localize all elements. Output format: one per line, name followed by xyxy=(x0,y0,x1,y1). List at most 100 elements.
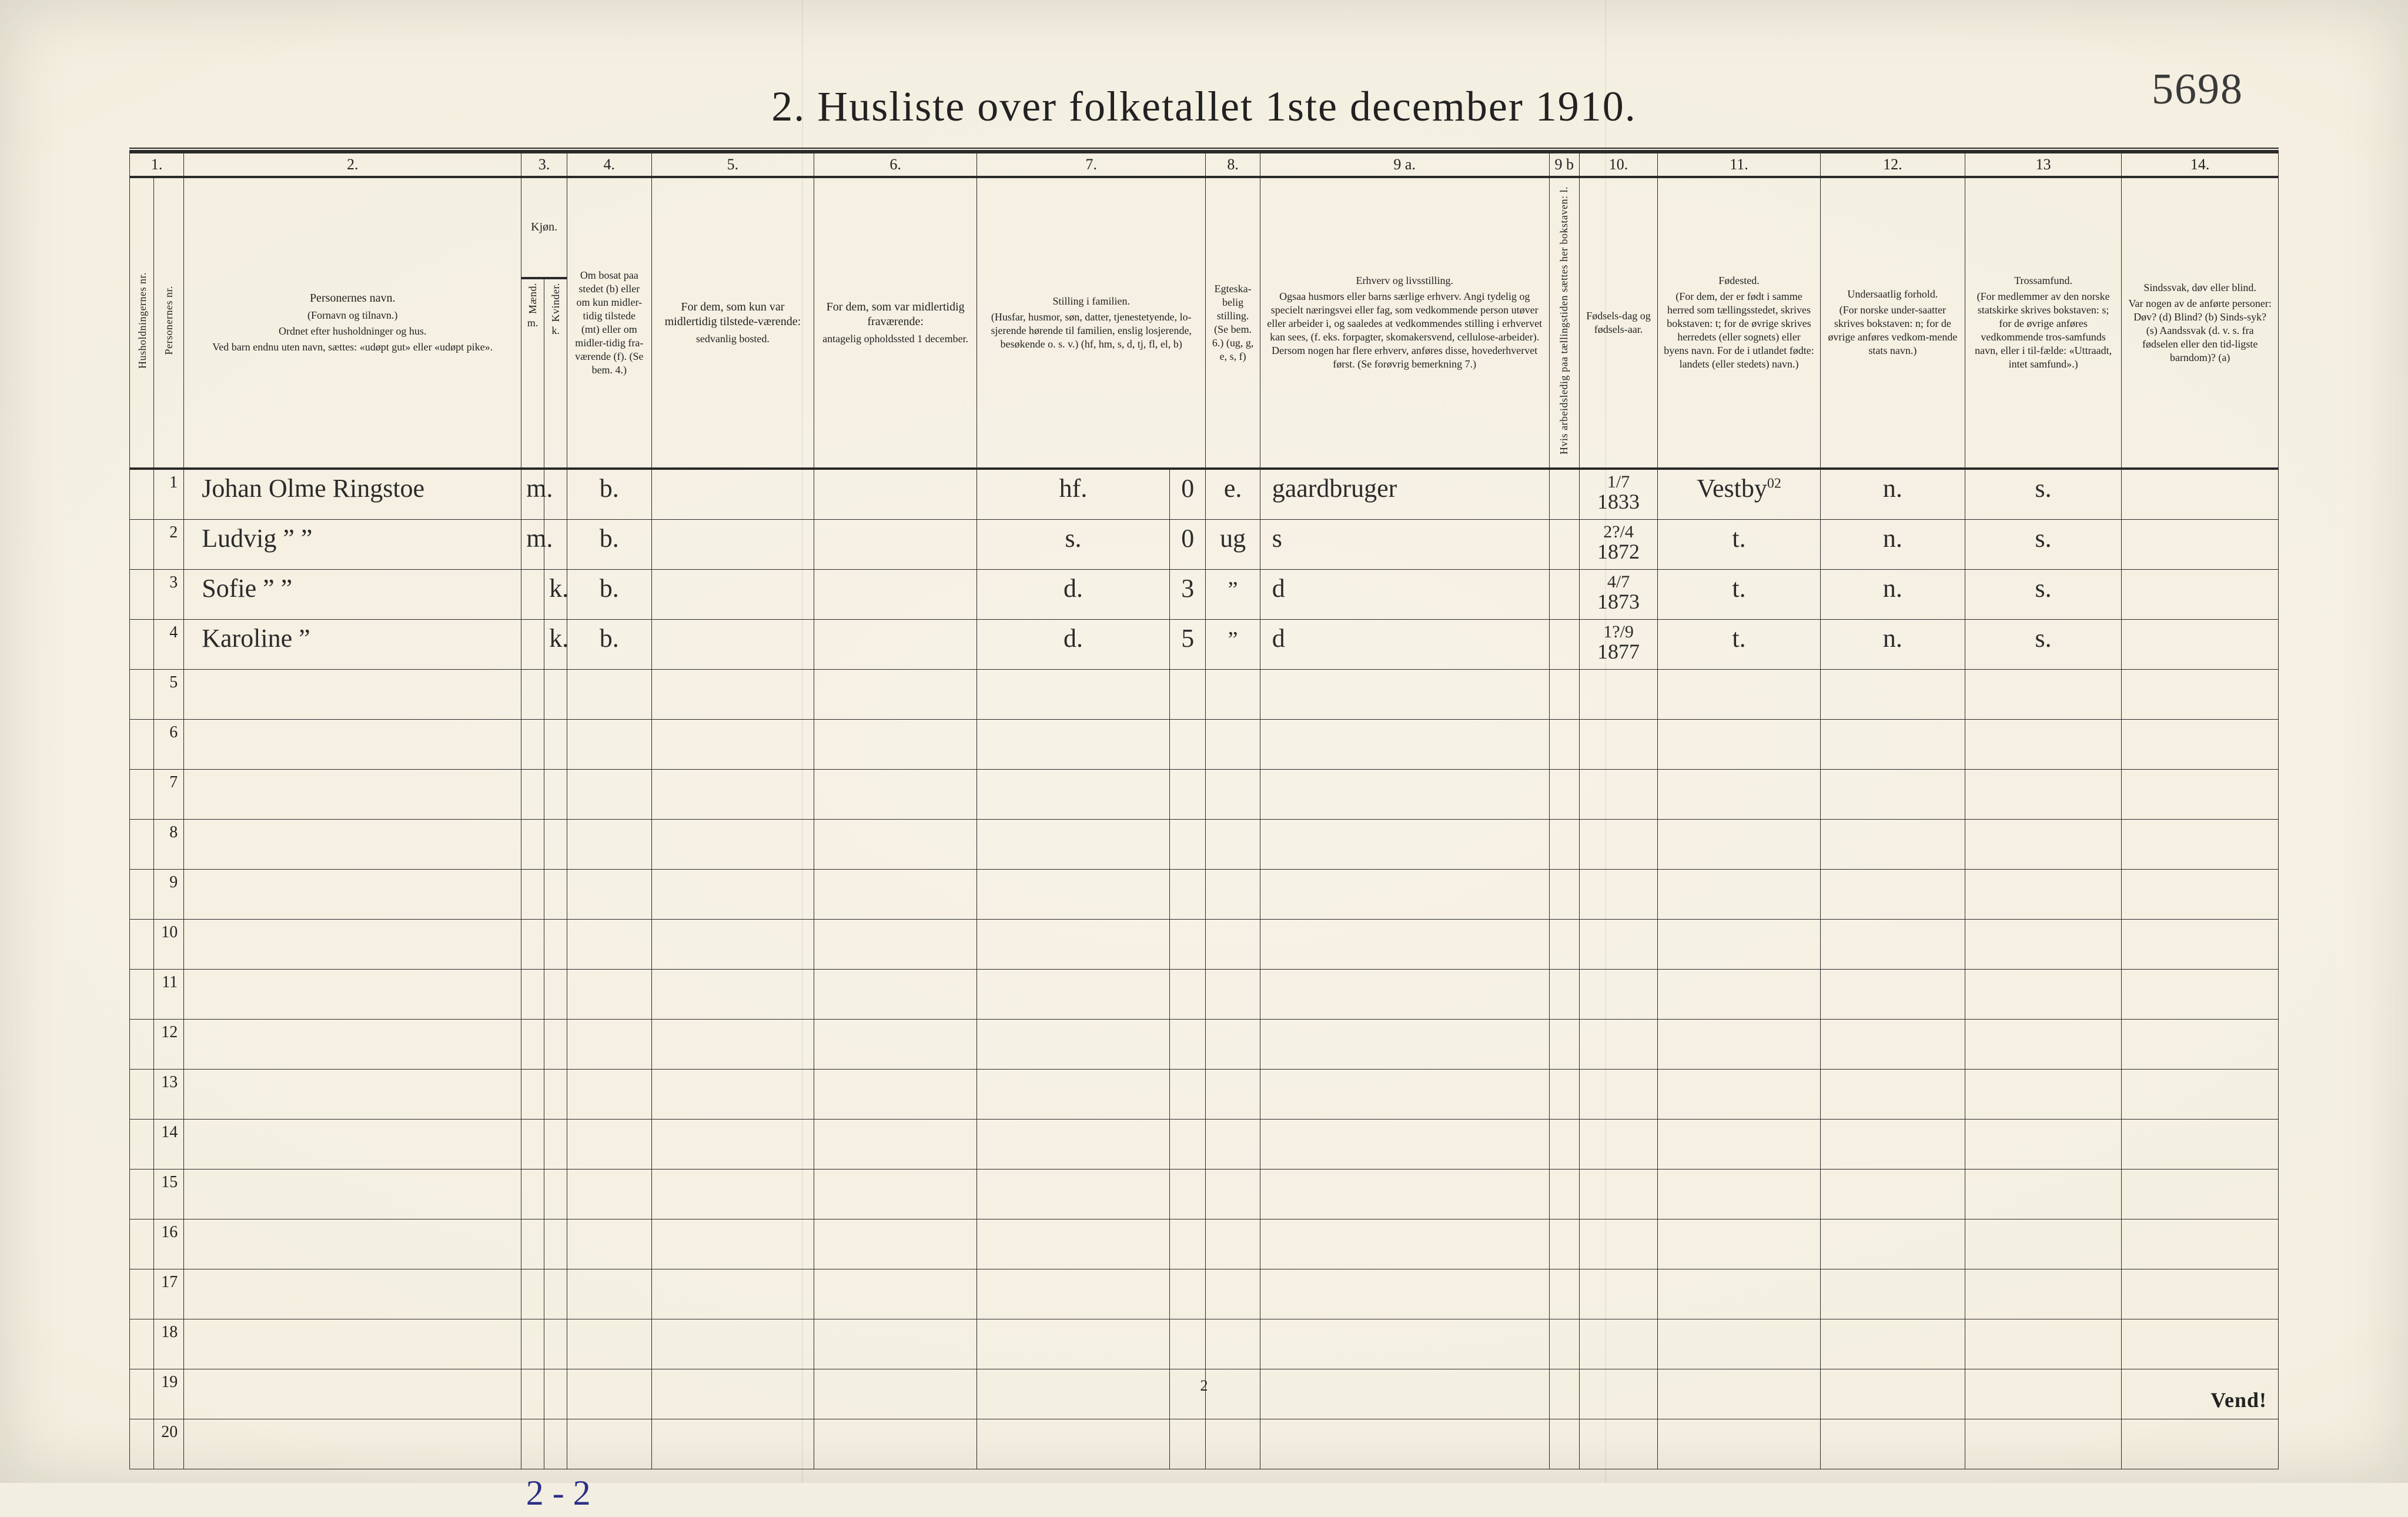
empty-cell xyxy=(521,1369,544,1419)
empty-cell xyxy=(1170,1419,1206,1469)
empty-cell xyxy=(184,1069,521,1119)
table-row: 14 xyxy=(130,1119,2279,1169)
disability-cell xyxy=(2122,469,2279,520)
table-row: 10 xyxy=(130,919,2279,969)
table-body: 1Johan Olme Ringstoem.b.hf.0e.gaardbruge… xyxy=(130,469,2279,1469)
empty-cell xyxy=(814,969,977,1019)
empty-cell xyxy=(1260,1319,1549,1369)
empty-cell xyxy=(544,1369,567,1419)
sex-m-cell: m. xyxy=(521,519,544,569)
empty-cell xyxy=(2122,1019,2279,1069)
hdr-name: Personernes navn. (Fornavn og tilnavn.) … xyxy=(184,177,521,469)
hdr-nat-sub: (For norske under-saatter skrives boksta… xyxy=(1827,303,1959,357)
empty-cell xyxy=(1549,1419,1579,1469)
nationality-cell: n. xyxy=(1820,519,1965,569)
hdr-away: For dem, som var midlertidig fraværende:… xyxy=(814,177,977,469)
row-number: 15 xyxy=(153,1169,183,1219)
absent-cell xyxy=(651,569,814,619)
absent-cell xyxy=(651,519,814,569)
page-title: 2. Husliste over folketallet 1ste decemb… xyxy=(129,82,2279,131)
empty-cell xyxy=(521,1119,544,1169)
empty-cell xyxy=(1579,1319,1657,1369)
empty-cell xyxy=(567,1219,651,1269)
empty-cell xyxy=(1820,1319,1965,1369)
empty-cell xyxy=(1549,919,1579,969)
hh-cell xyxy=(130,619,154,669)
empty-cell xyxy=(1260,1219,1549,1269)
disability-cell xyxy=(2122,519,2279,569)
hh-cell xyxy=(130,569,154,619)
hdr-name-sub2: Ordnet efter husholdninger og hus. xyxy=(190,325,515,338)
empty-cell xyxy=(567,1069,651,1119)
colno-6: 6. xyxy=(814,152,977,177)
empty-cell xyxy=(651,819,814,869)
name-cell: Johan Olme Ringstoe xyxy=(184,469,521,520)
empty-cell xyxy=(567,869,651,919)
row-number: 7 xyxy=(153,769,183,819)
table-row: 20 xyxy=(130,1419,2279,1469)
colno-3: 3. xyxy=(521,152,567,177)
hdr-bday: Fødsels-dag og fødsels-aar. xyxy=(1579,177,1657,469)
colno-12: 12. xyxy=(1820,152,1965,177)
empty-cell xyxy=(1206,1369,1260,1419)
empty-cell xyxy=(1260,1269,1549,1319)
hdr-dis: Sindssvak, døv eller blind. Var nogen av… xyxy=(2122,177,2279,469)
empty-cell xyxy=(2122,1269,2279,1319)
row-number: 8 xyxy=(153,819,183,869)
sex-m-cell: m. xyxy=(521,469,544,520)
empty-cell xyxy=(977,919,1170,969)
empty-cell xyxy=(1579,1369,1657,1419)
birthplace-cell: Vestby02 xyxy=(1658,469,1821,520)
away-cell xyxy=(814,619,977,669)
hdr-sex-m-s: m. xyxy=(527,317,539,329)
empty-cell xyxy=(1206,869,1260,919)
empty-cell xyxy=(567,1169,651,1219)
empty-cell xyxy=(1820,1119,1965,1169)
birthplace-cell: t. xyxy=(1658,619,1821,669)
hdr-nat: Undersaatlig forhold. (For norske under-… xyxy=(1820,177,1965,469)
table-row: 5 xyxy=(130,669,2279,719)
hdr-absent-sub: sedvanlig bosted. xyxy=(658,332,808,346)
empty-cell xyxy=(1658,1369,1821,1419)
empty-cell xyxy=(814,669,977,719)
table-row: 3Sofie ” ”k.b.d.3”d4/71873t.n.s. xyxy=(130,569,2279,619)
hdr-marital: Egteska-belig stilling. (Se bem. 6.) (ug… xyxy=(1206,177,1260,469)
absent-cell xyxy=(651,469,814,520)
empty-cell xyxy=(184,819,521,869)
empty-cell xyxy=(521,1319,544,1369)
empty-cell xyxy=(1260,1169,1549,1219)
empty-cell xyxy=(1579,769,1657,819)
nationality-cell: n. xyxy=(1820,619,1965,669)
row-number: 5 xyxy=(153,669,183,719)
row-number: 18 xyxy=(153,1319,183,1369)
empty-cell xyxy=(1549,769,1579,819)
empty-cell xyxy=(1965,1269,2121,1319)
empty-cell xyxy=(1658,1219,1821,1269)
birthdate-cell: 1/71833 xyxy=(1579,469,1657,520)
empty-cell xyxy=(1658,969,1821,1019)
empty-cell xyxy=(567,1269,651,1319)
marital-cell: e. xyxy=(1206,469,1260,520)
away-cell xyxy=(814,569,977,619)
empty-cell xyxy=(1965,1419,2121,1469)
position2-cell: 0 xyxy=(1170,469,1206,520)
hdr-9b: Hvis arbeidsledig paa tællingstiden sætt… xyxy=(1549,177,1579,469)
hdr-sex-m: Mænd. m. xyxy=(521,278,544,469)
hh-cell xyxy=(130,1319,154,1369)
empty-cell xyxy=(1579,819,1657,869)
position2-cell: 3 xyxy=(1170,569,1206,619)
empty-cell xyxy=(2122,719,2279,769)
empty-cell xyxy=(1260,769,1549,819)
empty-cell xyxy=(1549,969,1579,1019)
hdr-born-title: Fødested. xyxy=(1718,275,1760,286)
empty-cell xyxy=(521,869,544,919)
occupation-cell: d xyxy=(1260,619,1549,669)
empty-cell xyxy=(651,869,814,919)
empty-cell xyxy=(1820,669,1965,719)
hh-cell xyxy=(130,1169,154,1219)
occupation-cell: gaardbruger xyxy=(1260,469,1549,520)
hh-cell xyxy=(130,1069,154,1119)
empty-cell xyxy=(521,1419,544,1469)
table-header: 1. 2. 3. 4. 5. 6. 7. 8. 9 a. 9 b 10. 11.… xyxy=(130,152,2279,469)
empty-cell xyxy=(1965,1369,2121,1419)
